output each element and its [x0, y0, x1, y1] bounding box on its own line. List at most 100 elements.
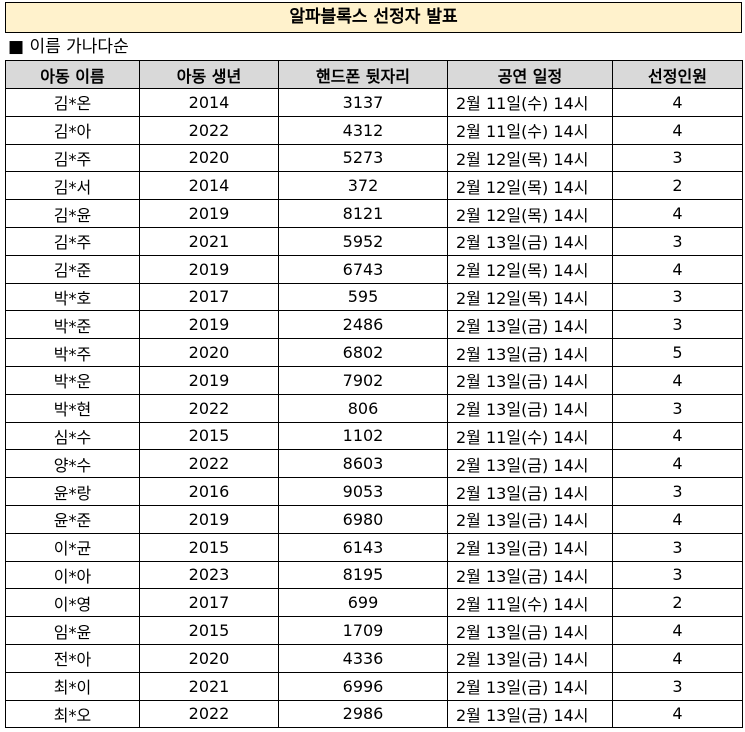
table-cell: 김*아: [5, 115, 140, 145]
table-row: 김*주 2021 5952 2월 13일(금) 14시 3: [5, 226, 743, 256]
table-cell: 2월 13일(금) 14시: [447, 310, 613, 340]
table-cell: 윤*랑: [5, 477, 140, 506]
table-cell: 2022: [139, 449, 279, 479]
table-cell: 2019: [139, 365, 279, 395]
table-row: 김*온 2014 3137 2월 11일(수) 14시 4: [5, 88, 743, 117]
table-cell: 이*영: [5, 588, 140, 618]
table-cell: 2월 13일(금) 14시: [447, 449, 613, 479]
table-cell: 3: [612, 532, 743, 562]
table-cell: 임*윤: [5, 616, 140, 645]
table-cell: 2월 13일(금) 14시: [447, 560, 613, 590]
column-header: 공연 일정: [447, 60, 613, 89]
table-cell: 2월 12일(목) 14시: [447, 254, 613, 284]
table-body: 김*온 2014 3137 2월 11일(수) 14시 4 김*아 2022 4312 2월 1…: [5, 88, 743, 729]
table-cell: 2월 12일(목) 14시: [447, 282, 613, 312]
table-cell: 4: [612, 421, 743, 451]
table-row: 윤*준 2019 6980 2월 13일(금) 14시 4: [5, 504, 743, 534]
table-cell: 2020: [139, 143, 279, 173]
table-cell: 2월 13일(금) 14시: [447, 393, 613, 423]
table-cell: 이*아: [5, 560, 140, 590]
table-cell: 김*주: [5, 226, 140, 256]
table-cell: 5952: [278, 226, 448, 256]
table-cell: 2015: [139, 616, 279, 645]
table-row: 양*수 2022 8603 2월 13일(금) 14시 4: [5, 449, 743, 479]
table-cell: 2017: [139, 588, 279, 618]
table-cell: 1709: [278, 616, 448, 645]
table-cell: 2월 12일(목) 14시: [447, 143, 613, 173]
table-cell: 2022: [139, 699, 279, 729]
table-cell: 2월 13일(금) 14시: [447, 365, 613, 395]
table-cell: 2월 13일(금) 14시: [447, 504, 613, 534]
table-cell: 전*아: [5, 643, 140, 673]
table-cell: 2월 13일(금) 14시: [447, 699, 613, 729]
table-cell: 2월 11일(수) 14시: [447, 421, 613, 451]
table-row: 박*주 2020 6802 2월 13일(금) 14시 5: [5, 338, 743, 367]
table-cell: 2021: [139, 226, 279, 256]
table-cell: 2월 11일(수) 14시: [447, 588, 613, 618]
table-row: 윤*랑 2016 9053 2월 13일(금) 14시 3: [5, 477, 743, 506]
table-cell: 박*주: [5, 338, 140, 367]
table-cell: 2014: [139, 171, 279, 201]
table-cell: 595: [278, 282, 448, 312]
table-cell: 4: [612, 365, 743, 395]
table-row: 김*아 2022 4312 2월 11일(수) 14시 4: [5, 115, 743, 145]
table-row: 박*호 2017 595 2월 12일(목) 14시 3: [5, 282, 743, 312]
table-cell: 2월 13일(금) 14시: [447, 643, 613, 673]
table-cell: 6802: [278, 338, 448, 367]
table-cell: 박*준: [5, 310, 140, 340]
table-cell: 2015: [139, 421, 279, 451]
table-cell: 김*준: [5, 254, 140, 284]
table-cell: 3: [612, 477, 743, 506]
table-cell: 2019: [139, 254, 279, 284]
table-cell: 9053: [278, 477, 448, 506]
table-cell: 박*운: [5, 365, 140, 395]
subtitle: ■ 이름 가나다순: [8, 37, 129, 57]
table-cell: 2월 13일(금) 14시: [447, 671, 613, 701]
table-cell: 4: [612, 449, 743, 479]
table-row: 최*오 2022 2986 2월 13일(금) 14시 4: [5, 699, 743, 729]
table-row: 박*준 2019 2486 2월 13일(금) 14시 3: [5, 310, 743, 340]
table-cell: 2022: [139, 393, 279, 423]
table-cell: 2월 11일(수) 14시: [447, 115, 613, 145]
column-header: 핸드폰 뒷자리: [278, 60, 448, 89]
table-cell: 4: [612, 699, 743, 729]
table-row: 김*윤 2019 8121 2월 12일(목) 14시 4: [5, 199, 743, 228]
table-cell: 2019: [139, 504, 279, 534]
table-cell: 7902: [278, 365, 448, 395]
table-cell: 김*온: [5, 88, 140, 117]
table-cell: 699: [278, 588, 448, 618]
table-cell: 2023: [139, 560, 279, 590]
table-cell: 6980: [278, 504, 448, 534]
table-cell: 2월 12일(목) 14시: [447, 171, 613, 201]
table-cell: 2022: [139, 115, 279, 145]
table-cell: 2: [612, 588, 743, 618]
title: 알파블록스 선정자 발표: [5, 2, 742, 33]
table-cell: 4: [612, 616, 743, 645]
table-row: 박*현 2022 806 2월 13일(금) 14시 3: [5, 393, 743, 423]
table-cell: 2월 13일(금) 14시: [447, 477, 613, 506]
table-cell: 6743: [278, 254, 448, 284]
table-cell: 8195: [278, 560, 448, 590]
table-row: 김*서 2014 372 2월 12일(목) 14시 2: [5, 171, 743, 201]
table-cell: 박*호: [5, 282, 140, 312]
table-cell: 4: [612, 643, 743, 673]
table-cell: 6996: [278, 671, 448, 701]
table-cell: 2017: [139, 282, 279, 312]
column-header: 아동 생년: [139, 60, 279, 89]
table-row: 임*윤 2015 1709 2월 13일(금) 14시 4: [5, 616, 743, 645]
table-row: 이*아 2023 8195 2월 13일(금) 14시 3: [5, 560, 743, 590]
table-cell: 6143: [278, 532, 448, 562]
table-cell: 3137: [278, 88, 448, 117]
table-cell: 5: [612, 338, 743, 367]
column-header: 선정인원: [612, 60, 743, 89]
table-cell: 4312: [278, 115, 448, 145]
table-cell: 2월 13일(금) 14시: [447, 532, 613, 562]
table-row: 심*수 2015 1102 2월 11일(수) 14시 4: [5, 421, 743, 451]
table-cell: 4: [612, 254, 743, 284]
table-cell: 3: [612, 143, 743, 173]
table-cell: 4: [612, 199, 743, 228]
table-cell: 심*수: [5, 421, 140, 451]
table-cell: 2월 11일(수) 14시: [447, 88, 613, 117]
table-cell: 3: [612, 560, 743, 590]
